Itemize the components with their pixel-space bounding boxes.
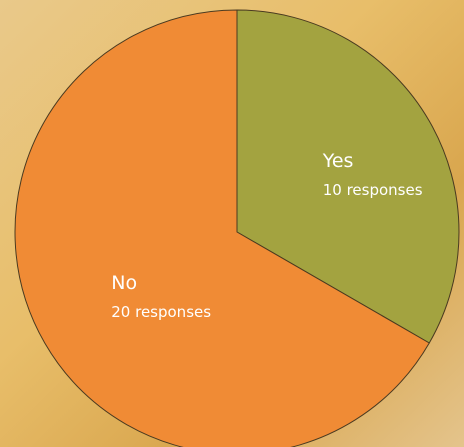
slice-label: No	[111, 272, 137, 294]
slice-label: Yes	[322, 150, 354, 172]
pie-slice	[14, 9, 430, 447]
pie: Yes 10 responses No 20 responses	[14, 9, 460, 447]
pie-slice	[236, 9, 460, 344]
slice-value-label: 20 responses	[111, 303, 211, 321]
slice-value-label: 10 responses	[323, 181, 423, 199]
